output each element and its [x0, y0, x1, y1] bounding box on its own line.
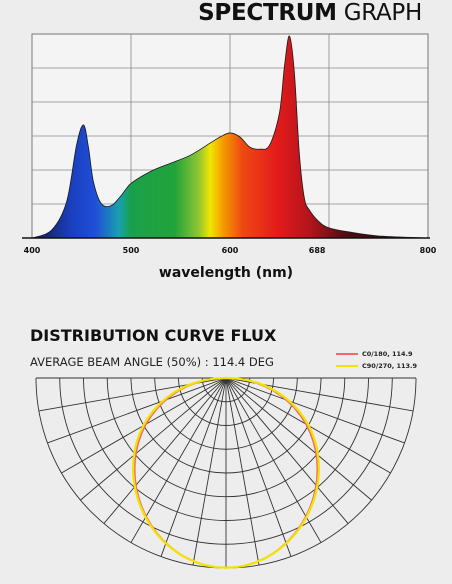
polar-spoke	[225, 377, 322, 543]
spectrum-x-tick-label: 500	[123, 246, 140, 255]
polar-spoke	[225, 377, 405, 444]
polar-spoke	[130, 377, 227, 543]
legend-label-c0: C0/180, 114.9	[362, 350, 413, 358]
spectrum-title-bold: SPECTRUM	[198, 0, 337, 26]
polar-spoke	[160, 377, 227, 557]
polar-grid	[35, 377, 417, 569]
legend-label-c90: C90/270, 113.9	[362, 362, 418, 370]
polar-spoke	[225, 377, 292, 557]
spectrum-chart: 400 500 600 688 800	[22, 33, 437, 255]
polar-spoke	[80, 377, 227, 501]
spectrum-x-tick-label: 600	[222, 246, 239, 255]
polar-spoke	[192, 377, 227, 566]
spectrum-x-tick-label: 400	[24, 246, 41, 255]
flux-title: DISTRIBUTION CURVE FLUX	[30, 326, 277, 345]
beam-angle-text: AVERAGE BEAM ANGLE (50%) : 114.4 DEG	[30, 355, 274, 369]
legend-item-c90: C90/270, 113.9	[336, 362, 417, 370]
polar-spoke	[225, 377, 349, 524]
spectrum-x-axis: 400 500 600 688 800	[22, 237, 437, 255]
polar-curves	[131, 376, 321, 569]
spectrum-area	[31, 35, 429, 239]
spectrum-x-axis-label: wavelength (nm)	[158, 265, 294, 281]
polar-curve-c90	[131, 376, 321, 569]
legend-item-c0: C0/180, 114.9	[336, 350, 413, 358]
polar-spoke	[103, 377, 227, 524]
legend-swatch-c0	[336, 353, 358, 355]
spectrum-x-tick-label: 800	[420, 246, 437, 255]
polar-spoke	[47, 377, 227, 444]
spectrum-title-light: GRAPH	[336, 0, 423, 26]
polar-spoke	[225, 377, 372, 501]
spectrum-x-tick-label: 688	[309, 246, 326, 255]
legend-swatch-c90	[336, 365, 358, 367]
polar-spoke	[225, 377, 260, 566]
spectrum-title: SPECTRUM GRAPH	[198, 0, 422, 26]
